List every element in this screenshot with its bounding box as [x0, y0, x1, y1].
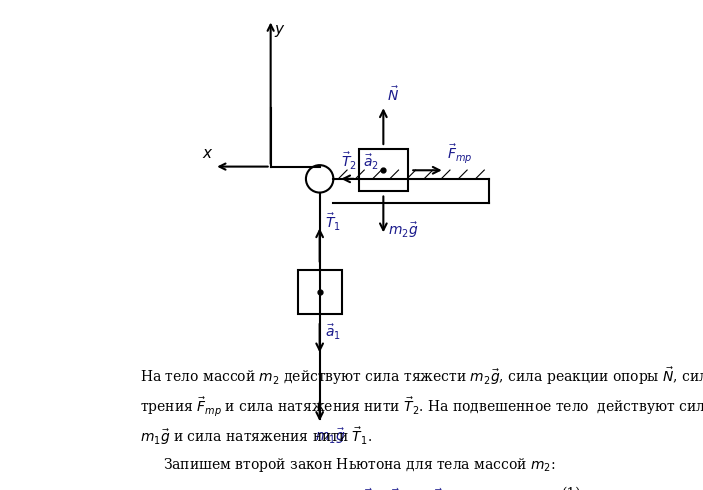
Text: $\vec{T}_2$: $\vec{T}_2$	[341, 150, 356, 172]
Text: $\vec{a}_2$: $\vec{a}_2$	[363, 152, 379, 171]
Text: трения $\vec{F}_{mp}$ и сила натяжения нити $\vec{T}_2$. На подвешенное тело  де: трения $\vec{F}_{mp}$ и сила натяжения н…	[140, 395, 703, 418]
Text: На тело массой $m_2$ действуют сила тяжести $m_2\vec{g}$, сила реакции опоры $\v: На тело массой $m_2$ действуют сила тяже…	[140, 365, 703, 387]
Bar	[359, 149, 408, 191]
Text: $\vec{N}$: $\vec{N}$	[387, 86, 399, 104]
Bar	[297, 270, 342, 314]
Text: $m_2\vec{g}$: $m_2\vec{g}$	[388, 220, 419, 240]
Text: x: x	[203, 146, 212, 161]
Text: $m_1\vec{g}$: $m_1\vec{g}$	[315, 426, 345, 446]
Text: y: y	[275, 22, 283, 37]
Text: $\vec{T}_1$: $\vec{T}_1$	[325, 212, 340, 233]
Text: $m_2\vec{g}+\vec{N}+\vec{F}_{mp}+\vec{T}_2=m_2\vec{a}$: $m_2\vec{g}+\vec{N}+\vec{F}_{mp}+\vec{T}…	[312, 487, 499, 490]
Text: $m_1\vec{g}$ и сила натяжения нити $\vec{T}_1$.: $m_1\vec{g}$ и сила натяжения нити $\vec…	[140, 426, 372, 447]
Text: $\vec{a}_1$: $\vec{a}_1$	[325, 323, 340, 343]
Text: $\vec{F}_{mp}$: $\vec{F}_{mp}$	[447, 143, 472, 166]
Text: Запишем второй закон Ньютона для тела массой $m_2$:: Запишем второй закон Ньютона для тела ма…	[163, 456, 555, 474]
Text: (1): (1)	[562, 487, 582, 490]
